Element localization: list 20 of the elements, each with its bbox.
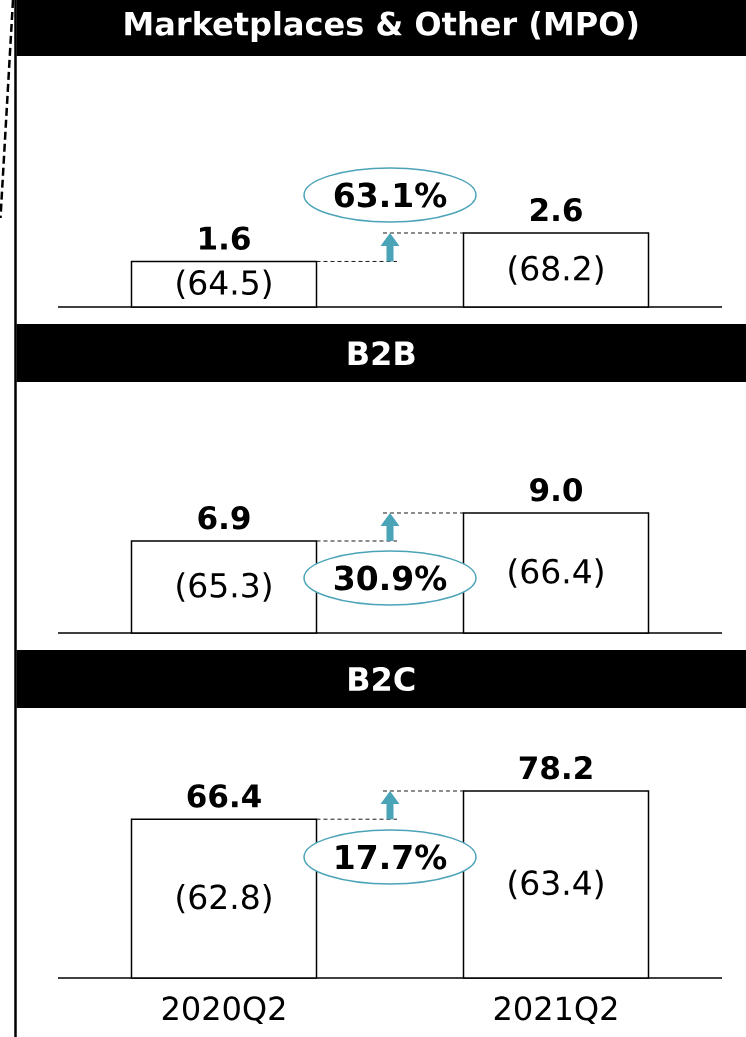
x-tick-label: 2020Q2 [162,996,285,1025]
data-label: 1.6 [200,226,250,250]
data-label: 6.9 [198,506,250,530]
annotation: (66.4) [509,558,603,588]
data-label: 78.2 [519,755,592,780]
annotation: 30.9% [334,565,447,591]
data-label: 66.4 [187,784,261,808]
annotation: (64.5) [177,269,271,299]
annotation: (68.2) [509,255,603,285]
annotation: 17.7% [336,844,447,870]
chart-title: B2C [349,666,415,692]
annotation: (63.4) [509,869,603,900]
text: 63.1% [334,182,447,208]
x-tick-label: 2021Q2 [494,996,617,1025]
chart-title: Marketplaces & Other (MPO) [125,11,638,42]
annotation: (65.3) [177,572,271,602]
annotation: (62.8) [177,883,271,914]
data-label: 9.0 [530,477,582,502]
data-label: 2.6 [531,197,582,222]
chart-title: B2B [348,341,415,365]
